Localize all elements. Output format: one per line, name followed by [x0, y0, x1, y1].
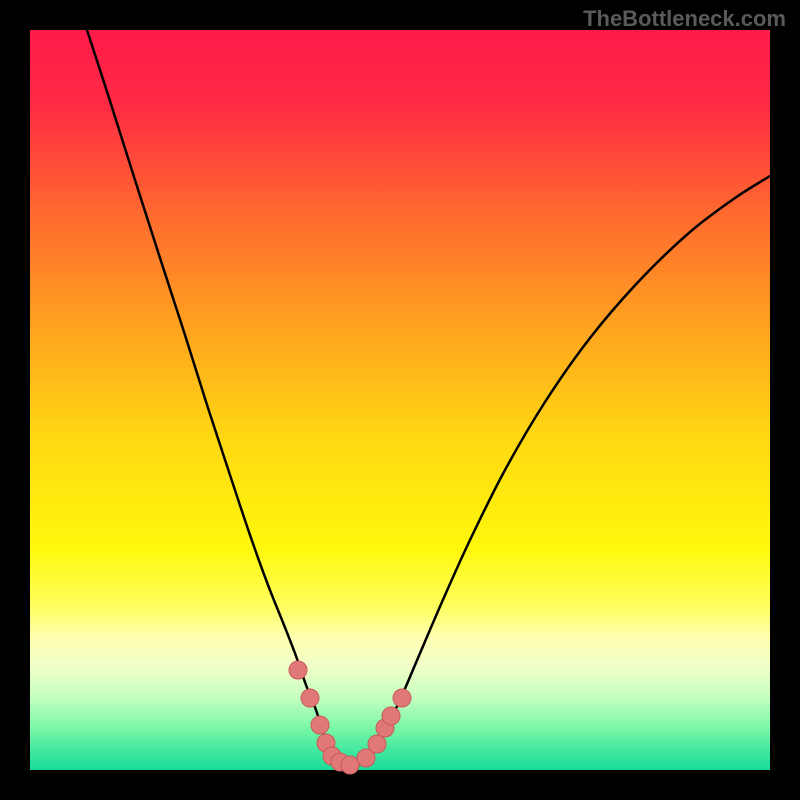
curve-marker	[382, 707, 400, 725]
curve-marker	[341, 756, 359, 774]
chart-container: TheBottleneck.com	[0, 0, 800, 800]
curve-marker	[311, 716, 329, 734]
curve-layer	[30, 30, 770, 770]
curve-marker	[289, 661, 307, 679]
curve-marker	[393, 689, 411, 707]
curve-markers	[289, 661, 411, 774]
curve-marker	[301, 689, 319, 707]
plot-area	[30, 30, 770, 770]
bottleneck-curve	[87, 30, 770, 767]
watermark-text: TheBottleneck.com	[583, 6, 786, 32]
curve-marker	[368, 735, 386, 753]
